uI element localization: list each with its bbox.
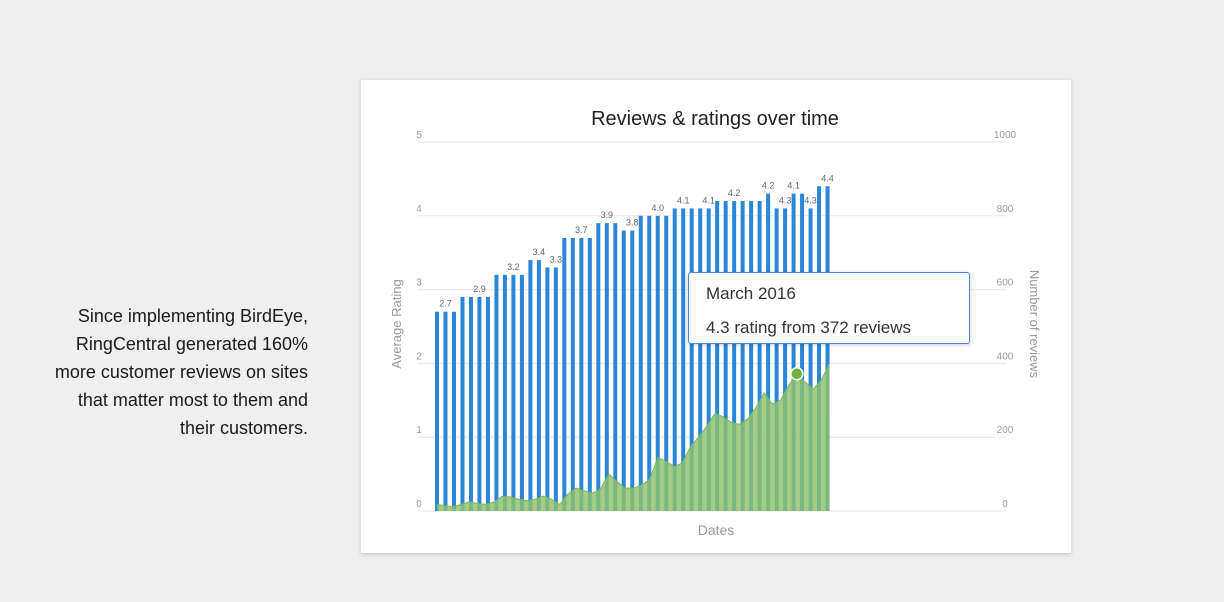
bar-data-label: 4.3 bbox=[804, 195, 817, 205]
rating-bar bbox=[825, 186, 830, 511]
rating-bar bbox=[435, 311, 439, 511]
reviews-area bbox=[436, 363, 830, 511]
bar-data-label: 4.1 bbox=[787, 181, 800, 191]
rating-bar bbox=[553, 267, 558, 511]
rating-bar bbox=[570, 237, 575, 511]
bar-data-labels: 2.7 2.9 3.2 3.4 3.3 3.7 3.9 3.8 4.0 4.1 4.1 4.2 4.2 4… bbox=[439, 173, 834, 308]
rating-bar bbox=[638, 215, 643, 512]
rating-bar bbox=[715, 201, 720, 511]
rating-bar bbox=[706, 208, 711, 512]
rating-bar bbox=[485, 296, 490, 511]
rating-bar bbox=[800, 193, 805, 511]
axes: 0 1 2 3 4 5 0 200 400 600 800 1000 bbox=[416, 130, 1016, 510]
rating-bar bbox=[621, 230, 626, 511]
rating-bar bbox=[579, 237, 584, 511]
bar-data-label: 4.3 bbox=[779, 195, 792, 205]
rating-bar bbox=[774, 208, 779, 512]
rating-bar bbox=[451, 311, 456, 511]
rating-bar bbox=[757, 201, 762, 511]
bar-data-label: 2.9 bbox=[473, 284, 486, 294]
rating-bar bbox=[545, 267, 550, 511]
y-tick-label: 0 bbox=[416, 499, 422, 510]
chart-card: Reviews & ratings over time 2.7 2.9 3.2 3.4… bbox=[361, 80, 1071, 553]
y2-tick-label: 400 bbox=[997, 351, 1014, 362]
y2-tick-label: 1000 bbox=[994, 130, 1017, 141]
rating-bar bbox=[613, 223, 618, 511]
chart-title: Reviews & ratings over time bbox=[591, 108, 839, 130]
bar-data-label: 3.7 bbox=[575, 225, 588, 235]
bar-data-label: 3.9 bbox=[601, 210, 614, 220]
rating-bar bbox=[511, 274, 516, 511]
rating-bar bbox=[723, 201, 728, 511]
chart-tooltip: March 2016 4.3 rating from 372 reviews bbox=[688, 272, 970, 344]
rating-bar bbox=[817, 186, 822, 511]
bar-data-label: 3.2 bbox=[507, 262, 520, 272]
rating-bar bbox=[791, 193, 796, 511]
rating-bar bbox=[689, 208, 694, 512]
rating-bar bbox=[783, 208, 788, 512]
bar-data-label: 4.2 bbox=[762, 181, 775, 191]
bar-data-label: 4.4 bbox=[821, 173, 834, 183]
bar-data-label: 4.1 bbox=[702, 195, 715, 205]
highlight-marker bbox=[790, 366, 804, 381]
bar-data-label: 2.7 bbox=[439, 299, 452, 309]
reviews-ratings-chart: Reviews & ratings over time 2.7 2.9 3.2 3.4… bbox=[389, 108, 1042, 538]
bar-data-label: 3.4 bbox=[533, 247, 546, 257]
rating-bars bbox=[435, 186, 830, 512]
rating-bar bbox=[749, 201, 754, 511]
rating-bar bbox=[536, 260, 541, 511]
rating-bar bbox=[808, 208, 813, 512]
y2-tick-label: 200 bbox=[997, 425, 1014, 436]
rating-bar bbox=[528, 260, 533, 511]
description-text: Since implementing BirdEye, RingCentral … bbox=[54, 306, 308, 438]
y2-axis-label: Number of reviews bbox=[1027, 270, 1042, 379]
bar-data-label: 4.2 bbox=[728, 188, 741, 198]
tooltip-body: 4.3 rating from 372 reviews bbox=[706, 318, 912, 337]
y2-tick-label: 600 bbox=[997, 278, 1014, 289]
rating-bar bbox=[740, 201, 745, 511]
rating-bar bbox=[604, 223, 609, 511]
rating-bar bbox=[655, 215, 660, 512]
rating-bar bbox=[502, 274, 507, 511]
y-tick-label: 5 bbox=[416, 130, 422, 141]
bar-data-label: 3.3 bbox=[550, 254, 563, 264]
rating-bar bbox=[494, 274, 499, 511]
rating-bar bbox=[664, 215, 669, 512]
rating-bar bbox=[681, 208, 686, 512]
reviews-area-fill bbox=[437, 363, 830, 511]
tooltip-title: March 2016 bbox=[706, 284, 796, 303]
rating-bar bbox=[630, 230, 635, 511]
y-tick-label: 3 bbox=[416, 278, 422, 289]
rating-bar bbox=[596, 223, 601, 511]
rating-bar bbox=[460, 296, 465, 511]
bar-data-label: 4.1 bbox=[677, 195, 690, 205]
y-tick-label: 2 bbox=[416, 351, 422, 362]
bar-data-label: 4.0 bbox=[651, 203, 664, 213]
y2-tick-label: 0 bbox=[1002, 499, 1008, 510]
rating-bar bbox=[519, 274, 524, 511]
y-tick-label: 4 bbox=[416, 204, 422, 215]
bar-data-label: 3.8 bbox=[626, 218, 639, 228]
rating-bar bbox=[732, 201, 737, 511]
rating-bar bbox=[766, 193, 771, 511]
rating-bar bbox=[468, 296, 473, 511]
rating-bar bbox=[477, 296, 482, 511]
y2-tick-label: 800 bbox=[997, 204, 1014, 215]
rating-bar bbox=[562, 237, 567, 511]
x-axis-label: Dates bbox=[698, 522, 735, 538]
rating-bar bbox=[587, 237, 592, 511]
rating-bar bbox=[672, 208, 677, 512]
rating-bar bbox=[698, 208, 703, 512]
y-tick-label: 1 bbox=[416, 425, 422, 436]
reviews-area-line bbox=[436, 363, 830, 508]
rating-bar bbox=[647, 215, 652, 512]
rating-bar bbox=[443, 311, 448, 511]
y-axis-label: Average Rating bbox=[389, 279, 404, 368]
